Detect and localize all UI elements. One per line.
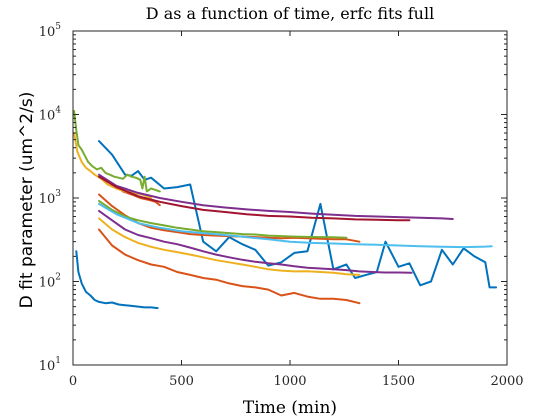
- series-line-10: [73, 110, 161, 193]
- series-line-2: [98, 140, 498, 289]
- x-tick-label-0: 0: [69, 374, 77, 389]
- series-line-1: [75, 250, 159, 310]
- series-line-7: [98, 217, 361, 276]
- series-group: [73, 110, 498, 310]
- y-axis-label: D fit parameter (um^2/s): [17, 92, 37, 309]
- series-line-11: [98, 200, 348, 239]
- y-tick-label-1e3: 103: [39, 189, 62, 207]
- x-ticks: 0 500 1000 1500 2000: [69, 31, 524, 389]
- series-line-12: [98, 202, 493, 249]
- y-tick-label-1e2: 102: [39, 273, 61, 291]
- x-tick-label-2000: 2000: [490, 374, 523, 389]
- y-tick-label-1e1: 101: [39, 356, 61, 374]
- series-line-3: [98, 228, 361, 305]
- x-tick-label-1500: 1500: [382, 374, 415, 389]
- series-line-8: [98, 173, 454, 220]
- series-line-9: [98, 209, 413, 274]
- series-line-13: [98, 175, 411, 222]
- chart-title: D as a function of time, erfc fits full: [146, 4, 434, 23]
- y-tick-label-1e4: 104: [39, 106, 62, 124]
- x-tick-label-1000: 1000: [273, 374, 306, 389]
- x-axis-label: Time (min): [243, 398, 337, 418]
- y-ticks: 101 102 103 104 105: [39, 22, 507, 374]
- y-tick-label-1e5: 105: [39, 22, 62, 40]
- x-tick-label-500: 500: [169, 374, 194, 389]
